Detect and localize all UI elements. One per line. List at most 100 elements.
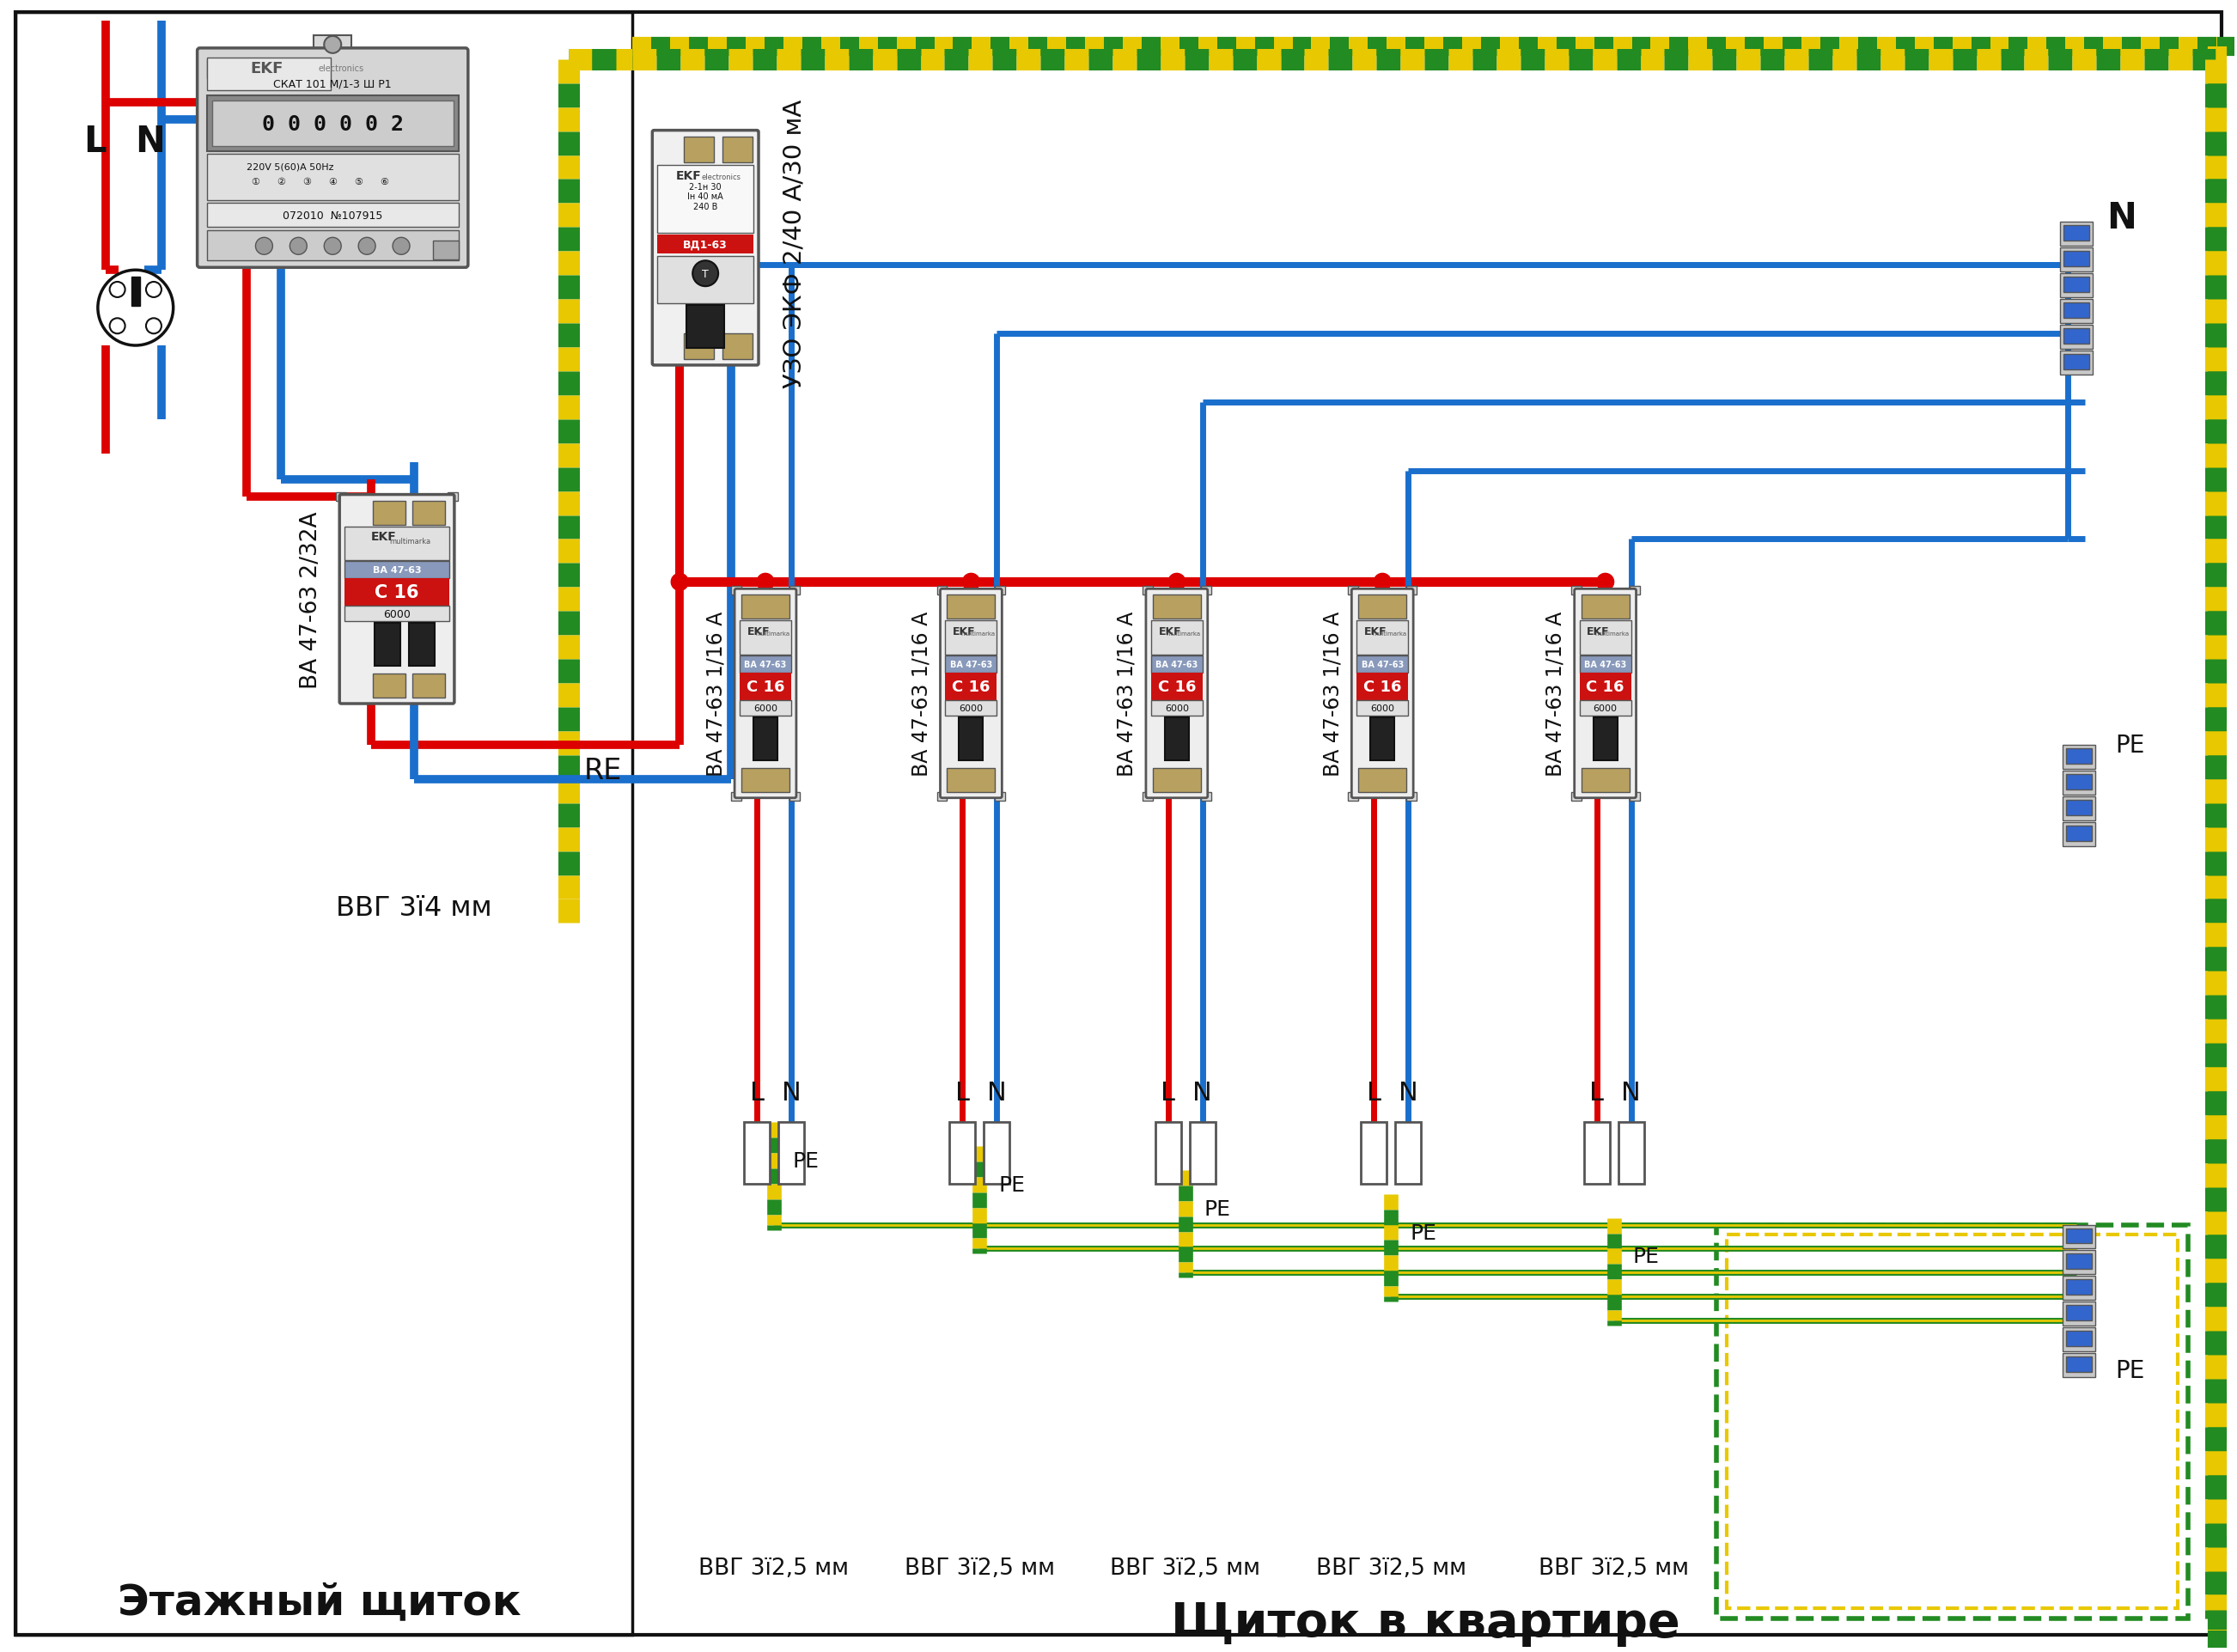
Text: L: L <box>83 124 107 159</box>
Circle shape <box>693 261 718 287</box>
Bar <box>2067 1229 2092 1244</box>
Text: N: N <box>1622 1080 1640 1105</box>
Text: ВВГ 3ї4 мм: ВВГ 3ї4 мм <box>336 895 492 922</box>
Bar <box>1593 717 1617 760</box>
Bar <box>344 606 450 621</box>
Bar <box>1143 793 1152 801</box>
Bar <box>745 1122 770 1184</box>
Circle shape <box>394 238 409 256</box>
Bar <box>1190 1122 1215 1184</box>
Text: N: N <box>1398 1080 1418 1105</box>
Bar <box>658 165 754 235</box>
Bar <box>2067 826 2092 841</box>
Bar <box>344 578 450 606</box>
FancyBboxPatch shape <box>734 590 796 798</box>
Bar <box>374 674 405 699</box>
Text: electronics: electronics <box>318 64 365 73</box>
Bar <box>374 623 400 666</box>
Bar <box>206 96 459 152</box>
Bar <box>1716 1224 2188 1619</box>
Text: ВА 47-63 1/16 А: ВА 47-63 1/16 А <box>1546 611 1566 776</box>
Text: УЗО ЭКФ 2/40 А/30 мА: УЗО ЭКФ 2/40 А/30 мА <box>783 99 808 388</box>
Circle shape <box>324 36 342 55</box>
Bar <box>2067 800 2092 816</box>
Bar <box>1356 700 1407 715</box>
Text: PE: PE <box>1409 1222 1436 1242</box>
FancyBboxPatch shape <box>940 590 1002 798</box>
Bar <box>2060 248 2094 273</box>
Bar <box>687 306 725 349</box>
Bar <box>2065 278 2089 292</box>
Bar <box>740 700 792 715</box>
Bar <box>16 13 633 1635</box>
Bar <box>946 656 998 674</box>
Bar <box>1165 717 1188 760</box>
Text: C 16: C 16 <box>1586 679 1624 695</box>
Text: ВВГ 3ї2,5 мм: ВВГ 3ї2,5 мм <box>698 1556 850 1579</box>
Bar <box>2063 1277 2096 1300</box>
Bar <box>1629 793 1640 801</box>
Bar <box>740 768 790 793</box>
Bar <box>937 793 946 801</box>
Bar <box>1396 1122 1420 1184</box>
Text: 6000: 6000 <box>1593 704 1617 712</box>
Bar <box>685 137 714 164</box>
Bar <box>1617 1122 1644 1184</box>
Bar <box>2060 352 2094 375</box>
Bar <box>2063 1328 2096 1351</box>
Text: ВА 47-63: ВА 47-63 <box>745 661 787 669</box>
Bar <box>937 586 946 595</box>
Bar <box>754 717 778 760</box>
Bar <box>2067 1254 2092 1269</box>
Bar <box>1727 1236 2179 1609</box>
Text: 6000: 6000 <box>1371 704 1394 712</box>
Bar <box>1356 674 1407 700</box>
Bar <box>960 717 982 760</box>
Bar <box>2063 745 2096 770</box>
Bar <box>2063 1353 2096 1378</box>
Bar <box>790 586 799 595</box>
Bar <box>1360 1122 1387 1184</box>
Bar <box>409 623 434 666</box>
Text: N: N <box>781 1080 801 1105</box>
Bar <box>740 595 790 620</box>
Text: L: L <box>749 1080 765 1105</box>
Bar <box>2063 796 2096 821</box>
Text: ВА 47-63: ВА 47-63 <box>951 661 993 669</box>
Text: ②: ② <box>277 178 286 187</box>
Bar <box>1143 586 1152 595</box>
Text: 0 0 0 0 0 2: 0 0 0 0 0 2 <box>262 114 403 134</box>
Bar <box>1582 768 1629 793</box>
Circle shape <box>1168 573 1186 591</box>
Text: RE: RE <box>584 757 622 785</box>
Bar <box>2067 1356 2092 1373</box>
FancyBboxPatch shape <box>1575 590 1635 798</box>
Bar <box>1584 1122 1611 1184</box>
Bar <box>946 595 995 620</box>
Text: Щиток в квартире: Щиток в квартире <box>1170 1601 1680 1647</box>
Bar <box>1579 656 1631 674</box>
Bar <box>1358 595 1407 620</box>
Bar <box>2060 223 2094 246</box>
Text: ВА 47-63 1/16 А: ВА 47-63 1/16 А <box>1322 611 1342 776</box>
Circle shape <box>756 573 774 591</box>
Bar <box>946 700 998 715</box>
Text: C 16: C 16 <box>953 679 991 695</box>
Bar <box>206 231 459 261</box>
Text: EKF: EKF <box>251 61 284 76</box>
Text: C 16: C 16 <box>1362 679 1403 695</box>
Bar <box>2063 1224 2096 1249</box>
Bar <box>1349 586 1358 595</box>
Bar <box>658 258 754 304</box>
FancyBboxPatch shape <box>1145 590 1208 798</box>
Text: L: L <box>1591 1080 1604 1105</box>
Text: N: N <box>1192 1080 1212 1105</box>
Bar <box>790 793 799 801</box>
Bar <box>995 793 1004 801</box>
Bar <box>447 492 459 501</box>
Text: C 16: C 16 <box>1159 679 1197 695</box>
Text: PE: PE <box>2116 733 2145 757</box>
Bar <box>2060 299 2094 324</box>
Bar <box>2065 226 2089 241</box>
Bar <box>2065 329 2089 344</box>
